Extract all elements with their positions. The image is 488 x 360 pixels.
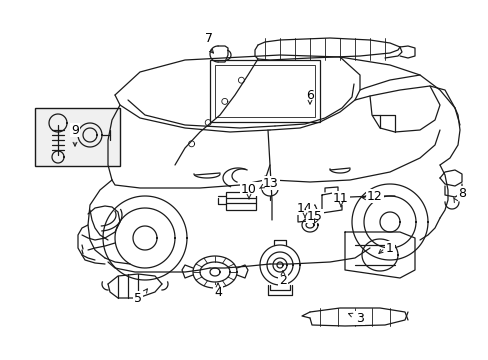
Text: 5: 5: [134, 292, 142, 305]
Text: 12: 12: [366, 189, 382, 202]
Text: 7: 7: [204, 32, 213, 45]
Bar: [209, 60, 319, 122]
Text: 15: 15: [306, 210, 322, 222]
Text: 10: 10: [241, 183, 256, 195]
Text: 8: 8: [457, 186, 465, 199]
Text: 11: 11: [332, 192, 348, 204]
Text: 3: 3: [355, 311, 363, 324]
Text: 4: 4: [214, 285, 222, 298]
Text: 9: 9: [71, 123, 79, 136]
Bar: [35, 108, 120, 166]
Text: 1: 1: [385, 242, 393, 255]
Text: 13: 13: [263, 176, 278, 189]
Text: 14: 14: [297, 202, 312, 215]
Text: 2: 2: [279, 274, 286, 287]
Bar: [225, 192, 256, 210]
Text: 6: 6: [305, 89, 313, 102]
Bar: [215, 65, 314, 117]
